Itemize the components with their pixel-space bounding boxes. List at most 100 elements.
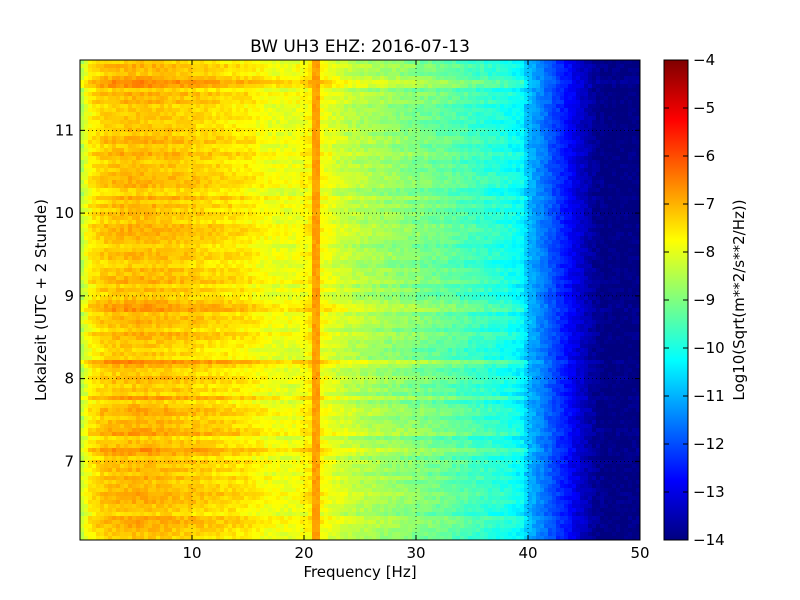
heatmap-cell (400, 176, 405, 181)
heatmap-cell (588, 104, 593, 109)
heatmap-cell (204, 88, 209, 93)
heatmap-cell (320, 132, 325, 137)
heatmap-cell (440, 176, 445, 181)
heatmap-cell (260, 136, 265, 141)
heatmap-cell (304, 92, 309, 97)
heatmap-cell (96, 200, 101, 205)
heatmap-cell (488, 192, 493, 197)
heatmap-cell (628, 184, 633, 189)
heatmap-cell (348, 132, 353, 137)
heatmap-cell (284, 156, 289, 161)
heatmap-cell (332, 176, 337, 181)
heatmap-cell (120, 96, 125, 101)
heatmap-cell (212, 200, 217, 205)
heatmap-cell (368, 112, 373, 117)
heatmap-cell (512, 64, 517, 69)
heatmap-cell (184, 96, 189, 101)
heatmap-cell (564, 60, 569, 65)
heatmap-cell (616, 92, 621, 97)
heatmap-cell (204, 128, 209, 133)
heatmap-cell (264, 92, 269, 97)
heatmap-cell (548, 136, 553, 141)
heatmap-cell (172, 192, 177, 197)
heatmap-cell (148, 196, 153, 201)
heatmap-cell (600, 124, 605, 129)
heatmap-cell (144, 92, 149, 97)
heatmap-cell (288, 92, 293, 97)
heatmap-cell (588, 148, 593, 153)
heatmap-cell (328, 140, 333, 145)
heatmap-cell (416, 116, 421, 121)
heatmap-cell (304, 192, 309, 197)
heatmap-cell (348, 60, 353, 65)
heatmap-cell (192, 68, 197, 73)
heatmap-cell (548, 180, 553, 185)
heatmap-cell (104, 180, 109, 185)
heatmap-cell (300, 164, 305, 169)
heatmap-cell (136, 112, 141, 117)
heatmap-cell (316, 100, 321, 105)
heatmap-cell (620, 100, 625, 105)
heatmap-cell (196, 148, 201, 153)
heatmap-cell (416, 140, 421, 145)
heatmap-cell (80, 72, 85, 77)
heatmap-cell (212, 120, 217, 125)
heatmap-cell (324, 196, 329, 201)
heatmap-cell (368, 196, 373, 201)
heatmap-cell (580, 176, 585, 181)
heatmap-cell (272, 176, 277, 181)
heatmap-cell (460, 152, 465, 157)
heatmap-cell (588, 196, 593, 201)
heatmap-cell (396, 76, 401, 81)
heatmap-cell (480, 80, 485, 85)
heatmap-cell (496, 80, 501, 85)
heatmap-cell (620, 140, 625, 145)
heatmap-cell (576, 180, 581, 185)
heatmap-cell (540, 84, 545, 89)
heatmap-cell (636, 176, 640, 181)
heatmap-cell (424, 60, 429, 65)
heatmap-cell (176, 152, 181, 157)
heatmap-cell (416, 120, 421, 125)
heatmap-cell (320, 172, 325, 177)
heatmap-cell (588, 100, 593, 105)
heatmap-cell (268, 116, 273, 121)
heatmap-cell (344, 160, 349, 165)
heatmap-cell (88, 64, 93, 69)
heatmap-cell (248, 140, 253, 145)
heatmap-cell (500, 152, 505, 157)
heatmap-cell (544, 140, 549, 145)
heatmap-cell (604, 172, 609, 177)
heatmap-cell (508, 136, 513, 141)
heatmap-cell (108, 108, 113, 113)
heatmap-cell (584, 192, 589, 197)
heatmap-cell (280, 180, 285, 185)
heatmap-cell (128, 196, 133, 201)
heatmap-cell (184, 136, 189, 141)
heatmap-cell (544, 172, 549, 177)
heatmap-cell (156, 132, 161, 137)
heatmap-cell (172, 92, 177, 97)
heatmap-cell (88, 96, 93, 101)
heatmap-cell (428, 192, 433, 197)
heatmap-cell (108, 128, 113, 133)
heatmap-cell (360, 68, 365, 73)
heatmap-cell (144, 104, 149, 109)
heatmap-cell (124, 200, 129, 205)
heatmap-cell (80, 116, 85, 121)
heatmap-cell (488, 156, 493, 161)
heatmap-cell (136, 188, 141, 193)
heatmap-cell (356, 96, 361, 101)
heatmap-cell (232, 88, 237, 93)
heatmap-cell (252, 104, 257, 109)
heatmap-cell (420, 76, 425, 81)
heatmap-cell (284, 100, 289, 105)
heatmap-cell (328, 168, 333, 173)
heatmap-cell (304, 140, 309, 145)
heatmap-cell (628, 100, 633, 105)
heatmap-cell (404, 188, 409, 193)
heatmap-cell (592, 196, 597, 201)
heatmap-cell (228, 108, 233, 113)
heatmap-cell (448, 72, 453, 77)
heatmap-cell (448, 176, 453, 181)
